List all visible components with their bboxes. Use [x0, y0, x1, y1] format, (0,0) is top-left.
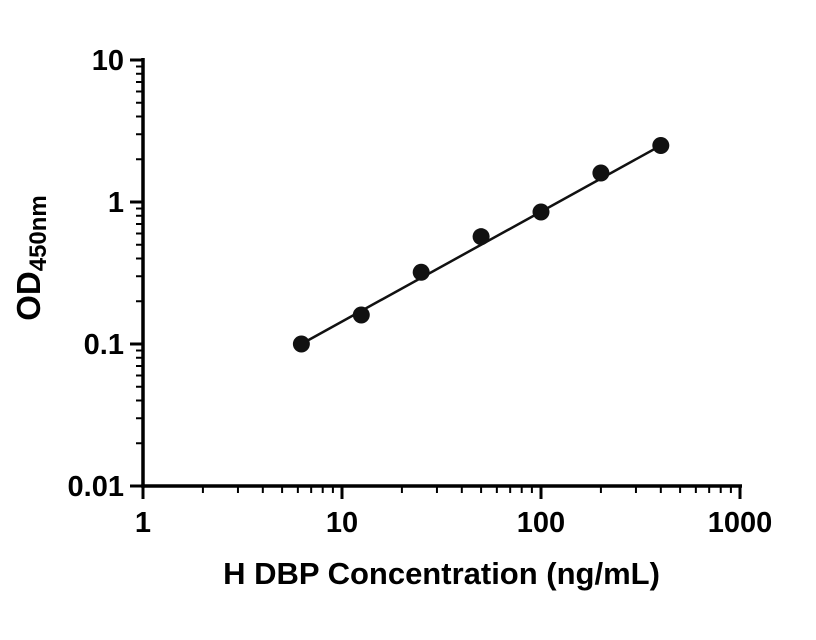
x-tick-label: 100 — [517, 507, 565, 539]
y-tick-label: 10 — [92, 45, 124, 77]
x-tick-label: 1000 — [708, 507, 773, 539]
data-point — [292, 335, 310, 353]
data-point — [592, 164, 610, 182]
y-tick-label: 0.01 — [68, 471, 124, 503]
data-point — [472, 228, 490, 246]
data-point — [532, 203, 550, 221]
x-tick-label: 10 — [326, 507, 358, 539]
data-point — [412, 263, 430, 281]
y-tick-label: 0.1 — [84, 329, 124, 361]
data-point — [352, 306, 370, 324]
data-point — [652, 136, 670, 154]
x-tick-label: 1 — [135, 507, 151, 539]
y-axis-title: OD450nm — [10, 195, 52, 321]
y-tick-label: 1 — [108, 187, 124, 219]
x-axis-title: H DBP Concentration (ng/mL) — [223, 556, 660, 591]
